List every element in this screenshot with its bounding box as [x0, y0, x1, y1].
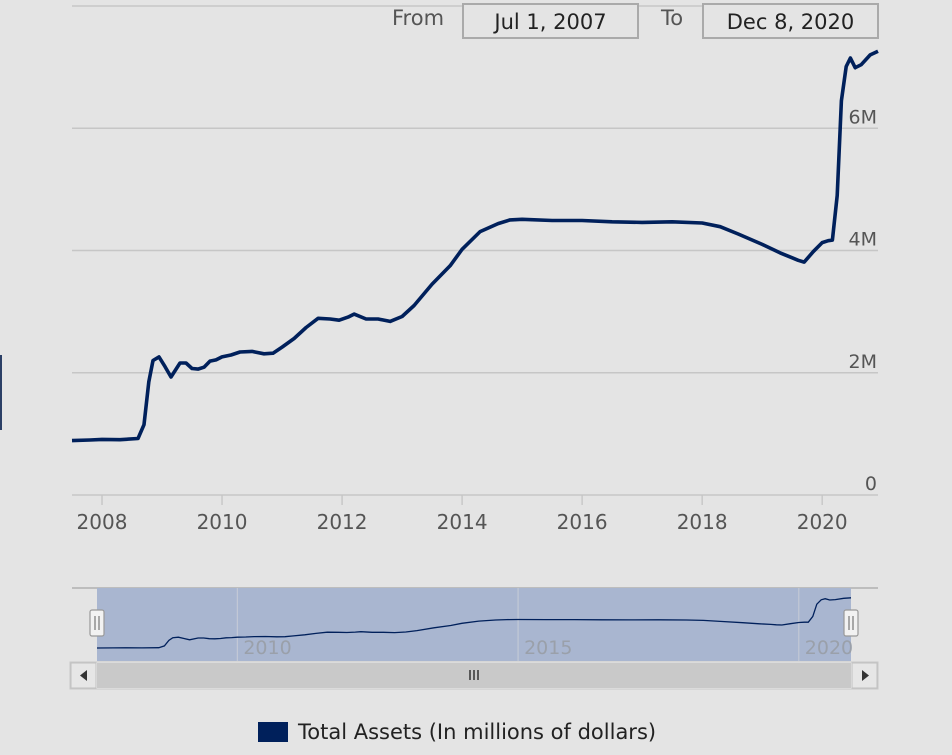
navigator-handle-left[interactable] [89, 609, 105, 637]
navigator-handle-right[interactable] [843, 609, 859, 637]
navigator-tick-label-2: 2020 [805, 637, 853, 659]
arrow-left-icon[interactable] [80, 670, 87, 681]
scrollbar[interactable] [69, 661, 879, 690]
grip-icon[interactable] [469, 670, 479, 680]
x-tick-label-2: 2012 [317, 510, 368, 534]
x-tick-label-4: 2016 [557, 510, 608, 534]
y-tick-label-3: 6M [849, 106, 877, 128]
y-tick-label-0: 0 [865, 473, 877, 495]
range-to-input[interactable]: Dec 8, 2020 [702, 3, 879, 39]
navigator-tick-label-0: 2010 [243, 637, 291, 659]
y-tick-label-1: 2M [849, 351, 877, 373]
x-tick-label-3: 2014 [437, 510, 488, 534]
legend-swatch [258, 722, 288, 742]
grid-lines [72, 127, 878, 496]
x-tick-label-5: 2018 [677, 510, 728, 534]
y-axis: 0 2M 4M 6M [849, 106, 877, 495]
x-axis: 2008 2010 2012 2014 2016 2018 2020 [77, 495, 848, 534]
legend-label: Total Assets (In millions of dollars) [298, 720, 657, 744]
range-to-label: To [661, 6, 684, 30]
navigator-tick-label-1: 2015 [524, 637, 572, 659]
x-tick-label-1: 2010 [197, 510, 248, 534]
navigator-series-line [96, 597, 852, 649]
range-from-label: From [392, 6, 445, 30]
legend-item-total-assets[interactable]: Total Assets (In millions of dollars) [258, 718, 656, 746]
x-tick-label-0: 2008 [77, 510, 128, 534]
window-left-edge [0, 355, 2, 430]
range-from-input[interactable]: Jul 1, 2007 [462, 3, 639, 39]
series-line-total-assets [71, 49, 879, 443]
navigator-selected-range[interactable] [97, 588, 851, 661]
y-tick-label-2: 4M [849, 229, 877, 251]
navigator-grid-lines: 2010 2015 2020 [236, 588, 853, 661]
x-tick-label-6: 2020 [797, 510, 848, 534]
arrow-right-icon[interactable] [862, 670, 869, 681]
navigator[interactable]: 2010 2015 2020 [72, 587, 878, 661]
